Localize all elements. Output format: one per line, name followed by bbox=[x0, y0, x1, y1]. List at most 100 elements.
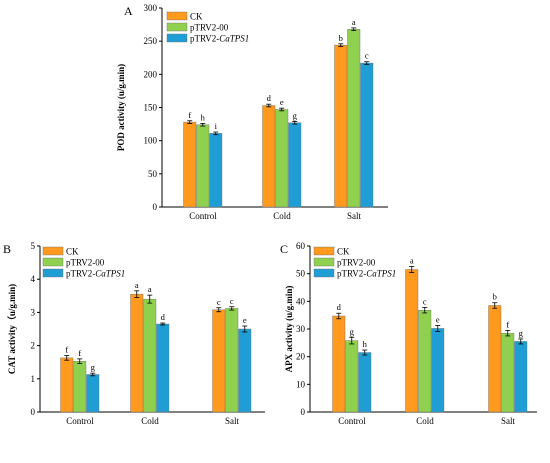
bar-pTRV2-00 bbox=[196, 124, 210, 208]
legend-swatch bbox=[42, 257, 64, 267]
bar-pTRV2-CaTPS1 bbox=[431, 328, 445, 413]
significance-letter: f bbox=[65, 345, 68, 355]
y-tick-label: 50 bbox=[148, 169, 158, 179]
y-tick-label: 0 bbox=[153, 202, 158, 212]
legend-entry: pTRV2-CaTPS1 bbox=[337, 269, 396, 279]
significance-letter: a bbox=[135, 280, 139, 290]
y-tick-label: 250 bbox=[144, 36, 158, 46]
y-tick-label: 0 bbox=[301, 407, 306, 417]
significance-letter: g bbox=[350, 326, 355, 336]
y-tick-label: 300 bbox=[144, 3, 158, 13]
bar-CK bbox=[262, 105, 276, 208]
bar-CK bbox=[488, 305, 502, 413]
bar-pTRV2-00 bbox=[225, 308, 239, 413]
significance-letter: c bbox=[365, 51, 369, 61]
legend-swatch bbox=[42, 268, 64, 278]
x-tick-label: Salt bbox=[347, 211, 362, 221]
x-tick-label: Cold bbox=[141, 416, 159, 426]
x-tick-label: Salt bbox=[501, 416, 516, 426]
legend-swatch bbox=[166, 11, 188, 21]
bar-pTRV2-00 bbox=[347, 29, 361, 208]
x-tick-label: Cold bbox=[273, 211, 291, 221]
y-tick-label: 4 bbox=[31, 274, 36, 284]
legend-swatch bbox=[313, 246, 335, 256]
significance-letter: a bbox=[410, 255, 414, 265]
significance-letter: i bbox=[215, 121, 218, 131]
significance-letter: f bbox=[506, 319, 509, 329]
x-tick-label: Control bbox=[66, 416, 94, 426]
legend-entry: CK bbox=[337, 247, 350, 257]
bar-pTRV2-CaTPS1 bbox=[360, 62, 374, 208]
y-tick-label: 150 bbox=[144, 103, 158, 113]
bar-pTRV2-00 bbox=[275, 109, 289, 208]
legend-swatch bbox=[313, 257, 335, 267]
y-tick-label: 20 bbox=[296, 352, 306, 362]
legend-entry: pTRV2-CaTPS1 bbox=[66, 269, 125, 279]
significance-letter: d bbox=[337, 302, 342, 312]
bar-pTRV2-CaTPS1 bbox=[238, 328, 252, 413]
significance-letter: h bbox=[363, 339, 368, 349]
significance-letter: c bbox=[217, 297, 221, 307]
bar-pTRV2-00 bbox=[143, 298, 157, 413]
chart-panel-C: C 0 10 20 30 40 50 60 APX activity (u/g.min) Cont… bbox=[280, 241, 537, 426]
significance-letter: c bbox=[423, 296, 427, 306]
legend-entry: CK bbox=[190, 12, 203, 22]
significance-letter: d bbox=[161, 312, 166, 322]
y-tick-label: 0 bbox=[31, 407, 36, 417]
x-tick-label: Control bbox=[189, 211, 217, 221]
y-tick-label: 10 bbox=[296, 379, 306, 389]
bar-pTRV2-00 bbox=[501, 332, 515, 413]
x-tick-label: Salt bbox=[225, 416, 240, 426]
bar-CK bbox=[130, 293, 144, 413]
bar-pTRV2-00 bbox=[73, 361, 87, 413]
legend-swatch bbox=[166, 22, 188, 32]
bar-pTRV2-CaTPS1 bbox=[358, 352, 372, 413]
panel-letter: B bbox=[3, 242, 11, 256]
legend-entry: pTRV2-00 bbox=[190, 23, 229, 33]
x-tick-label: Control bbox=[338, 416, 366, 426]
y-tick-label: 40 bbox=[296, 296, 306, 306]
significance-letter: c bbox=[230, 296, 234, 306]
significance-letter: f bbox=[188, 110, 191, 120]
bar-CK bbox=[332, 315, 346, 413]
y-tick-label: 2 bbox=[31, 341, 36, 351]
legend-entry: pTRV2-00 bbox=[337, 258, 376, 268]
significance-letter: a bbox=[148, 284, 152, 294]
bar-pTRV2-CaTPS1 bbox=[86, 374, 100, 413]
bar-pTRV2-00 bbox=[345, 340, 359, 413]
significance-letter: e bbox=[436, 314, 440, 324]
significance-letter: g bbox=[293, 110, 298, 120]
y-axis-label: APX activity (u/g.min) bbox=[284, 286, 294, 373]
legend-swatch bbox=[166, 33, 188, 43]
bar-CK bbox=[334, 44, 348, 208]
y-axis-label: POD activity (u/g.min) bbox=[116, 64, 126, 151]
bar-CK bbox=[60, 357, 74, 413]
bar-pTRV2-CaTPS1 bbox=[288, 122, 302, 208]
y-tick-label: 60 bbox=[296, 241, 306, 251]
bar-CK bbox=[183, 121, 197, 208]
panel-letter: A bbox=[124, 4, 133, 18]
bar-CK bbox=[212, 309, 226, 413]
y-tick-label: 30 bbox=[296, 324, 306, 334]
legend-entry: pTRV2-00 bbox=[66, 258, 105, 268]
chart-panel-A: A 0 50 100 150 200 250 300 POD activity (u/g.min… bbox=[116, 3, 388, 221]
legend-entry: pTRV2-CaTPS1 bbox=[190, 34, 249, 44]
significance-letter: e bbox=[243, 315, 247, 325]
significance-letter: d bbox=[267, 93, 272, 103]
y-tick-label: 3 bbox=[31, 307, 36, 317]
legend-swatch bbox=[313, 268, 335, 278]
y-tick-label: 50 bbox=[296, 269, 306, 279]
y-tick-label: 100 bbox=[144, 136, 158, 146]
bar-CK bbox=[405, 269, 419, 413]
significance-letter: g bbox=[91, 362, 96, 372]
significance-letter: a bbox=[352, 17, 356, 27]
significance-letter: f bbox=[78, 348, 81, 358]
x-tick-label: Cold bbox=[416, 416, 434, 426]
significance-letter: h bbox=[201, 112, 206, 122]
significance-letter: b bbox=[339, 33, 343, 43]
significance-letter: e bbox=[280, 97, 284, 107]
bar-pTRV2-CaTPS1 bbox=[156, 323, 170, 413]
y-tick-label: 200 bbox=[144, 69, 158, 79]
